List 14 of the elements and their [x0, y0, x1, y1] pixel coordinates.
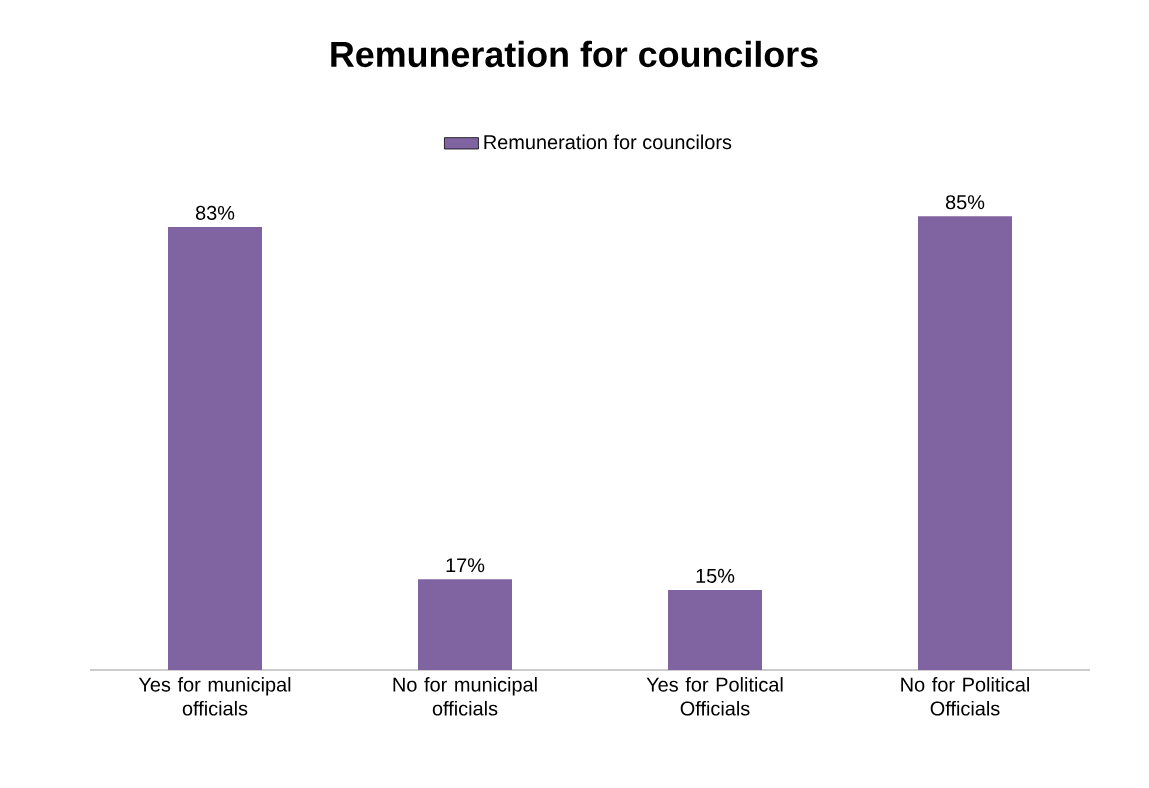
x-tick-label: Yes for municipal officials: [138, 677, 291, 716]
data-label: 85%: [945, 195, 985, 210]
bar: [418, 579, 513, 670]
legend-label: Remuneration for councilors: [484, 134, 732, 150]
x-tick-label: No for municipal officials: [393, 677, 537, 716]
x-tick-label: Yes for Political Officials: [646, 677, 783, 716]
data-label: 17%: [446, 558, 485, 573]
data-label: 15%: [696, 568, 735, 583]
data-label: 83%: [195, 205, 235, 220]
bar: [668, 589, 763, 670]
chart-title: Remuneration for councilors: [331, 40, 818, 68]
x-tick-label: No for Political Officials: [901, 677, 1029, 716]
bar: [918, 216, 1013, 670]
bar: [168, 226, 262, 670]
